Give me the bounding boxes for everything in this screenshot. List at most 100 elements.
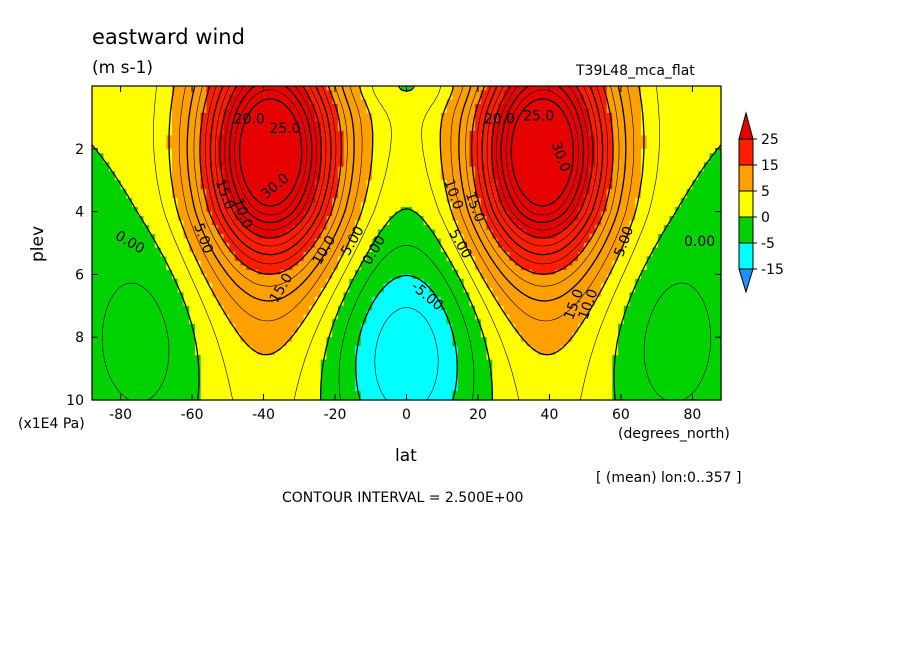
field-cell: [212, 382, 219, 388]
field-cell: [406, 193, 413, 199]
field-cell: [492, 207, 499, 213]
field-cell: [217, 238, 225, 244]
field-cell: [286, 103, 293, 110]
field-cell: [166, 346, 173, 352]
field-cell: [383, 337, 390, 343]
field-cell: [377, 355, 385, 361]
field-cell: [457, 341, 465, 347]
field-cell: [463, 292, 470, 298]
field-cell: [395, 314, 402, 320]
field-cell: [452, 207, 459, 213]
field-cell: [263, 157, 270, 163]
field-cell: [326, 337, 333, 343]
field-cell: [355, 364, 362, 370]
field-cell: [263, 332, 270, 338]
field-cell: [349, 355, 356, 361]
field-cell: [337, 377, 345, 383]
field-cell: [360, 171, 368, 177]
field-cell: [200, 234, 207, 240]
field-cell: [332, 211, 339, 217]
field-cell: [240, 166, 247, 172]
field-cell: [103, 202, 110, 208]
field-cell: [246, 162, 253, 168]
field-cell: [303, 368, 310, 374]
field-cell: [315, 193, 322, 199]
field-cell: [143, 391, 150, 397]
field-cell: [412, 319, 419, 325]
field-cell: [315, 278, 322, 284]
field-cell: [177, 364, 185, 370]
field-cell: [280, 99, 288, 105]
field-cell: [475, 310, 482, 316]
field-cell: [223, 341, 230, 347]
field-cell: [206, 103, 213, 110]
field-cell: [303, 364, 310, 370]
field-cell: [303, 274, 310, 280]
field-cell: [149, 355, 156, 361]
field-cell: [143, 346, 150, 352]
field-cell: [446, 90, 453, 96]
field-cell: [377, 256, 385, 262]
field-cell: [183, 355, 190, 361]
field-cell: [446, 99, 453, 105]
field-cell: [120, 251, 127, 258]
field-cell: [92, 162, 99, 168]
field-cell: [366, 323, 373, 329]
field-cell: [120, 265, 127, 271]
field-cell: [274, 283, 282, 289]
field-cell: [429, 198, 436, 204]
field-cell: [172, 216, 179, 222]
field-cell: [326, 211, 333, 217]
field-cell: [217, 292, 225, 298]
field-cell: [309, 171, 316, 177]
field-cell: [452, 355, 459, 361]
field-cell: [160, 112, 167, 118]
field-cell: [469, 346, 476, 352]
field-cell: [194, 377, 202, 383]
field-cell: [189, 278, 196, 284]
field-cell: [154, 90, 162, 96]
field-cell: [429, 108, 436, 114]
field-cell: [189, 153, 196, 159]
field-cell: [435, 117, 442, 123]
field-cell: [154, 198, 162, 204]
field-cell: [429, 86, 436, 92]
field-cell: [257, 341, 265, 347]
field-cell: [143, 189, 150, 195]
field-cell: [337, 368, 345, 374]
field-cell: [246, 94, 253, 101]
field-cell: [120, 184, 127, 190]
field-cell: [355, 175, 362, 181]
field-cell: [137, 202, 145, 208]
field-cell: [395, 269, 402, 275]
field-cell: [349, 251, 356, 258]
field-cell: [137, 175, 145, 181]
field-cell: [143, 229, 150, 235]
field-cell: [292, 364, 299, 370]
field-cell: [372, 328, 379, 334]
field-cell: [349, 287, 356, 293]
field-cell: [366, 229, 373, 235]
field-cell: [360, 292, 368, 298]
field-cell: [452, 112, 459, 118]
field-cell: [349, 323, 356, 329]
field-cell: [223, 391, 230, 397]
field-cell: [120, 108, 127, 114]
field-cell: [349, 198, 356, 204]
field-cell: [92, 265, 99, 271]
field-cell: [234, 135, 242, 141]
field-cell: [349, 256, 356, 262]
field-cell: [103, 166, 110, 172]
field-cell: [389, 126, 396, 132]
field-cell: [263, 368, 270, 374]
field-cell: [343, 238, 350, 244]
field-cell: [435, 301, 442, 307]
field-cell: [126, 314, 133, 320]
field-cell: [217, 359, 225, 365]
field-cell: [229, 180, 236, 186]
field-cell: [223, 112, 230, 118]
field-cell: [475, 189, 482, 195]
field-cell: [297, 207, 305, 213]
field-cell: [360, 305, 368, 311]
field-cell: [97, 283, 105, 289]
